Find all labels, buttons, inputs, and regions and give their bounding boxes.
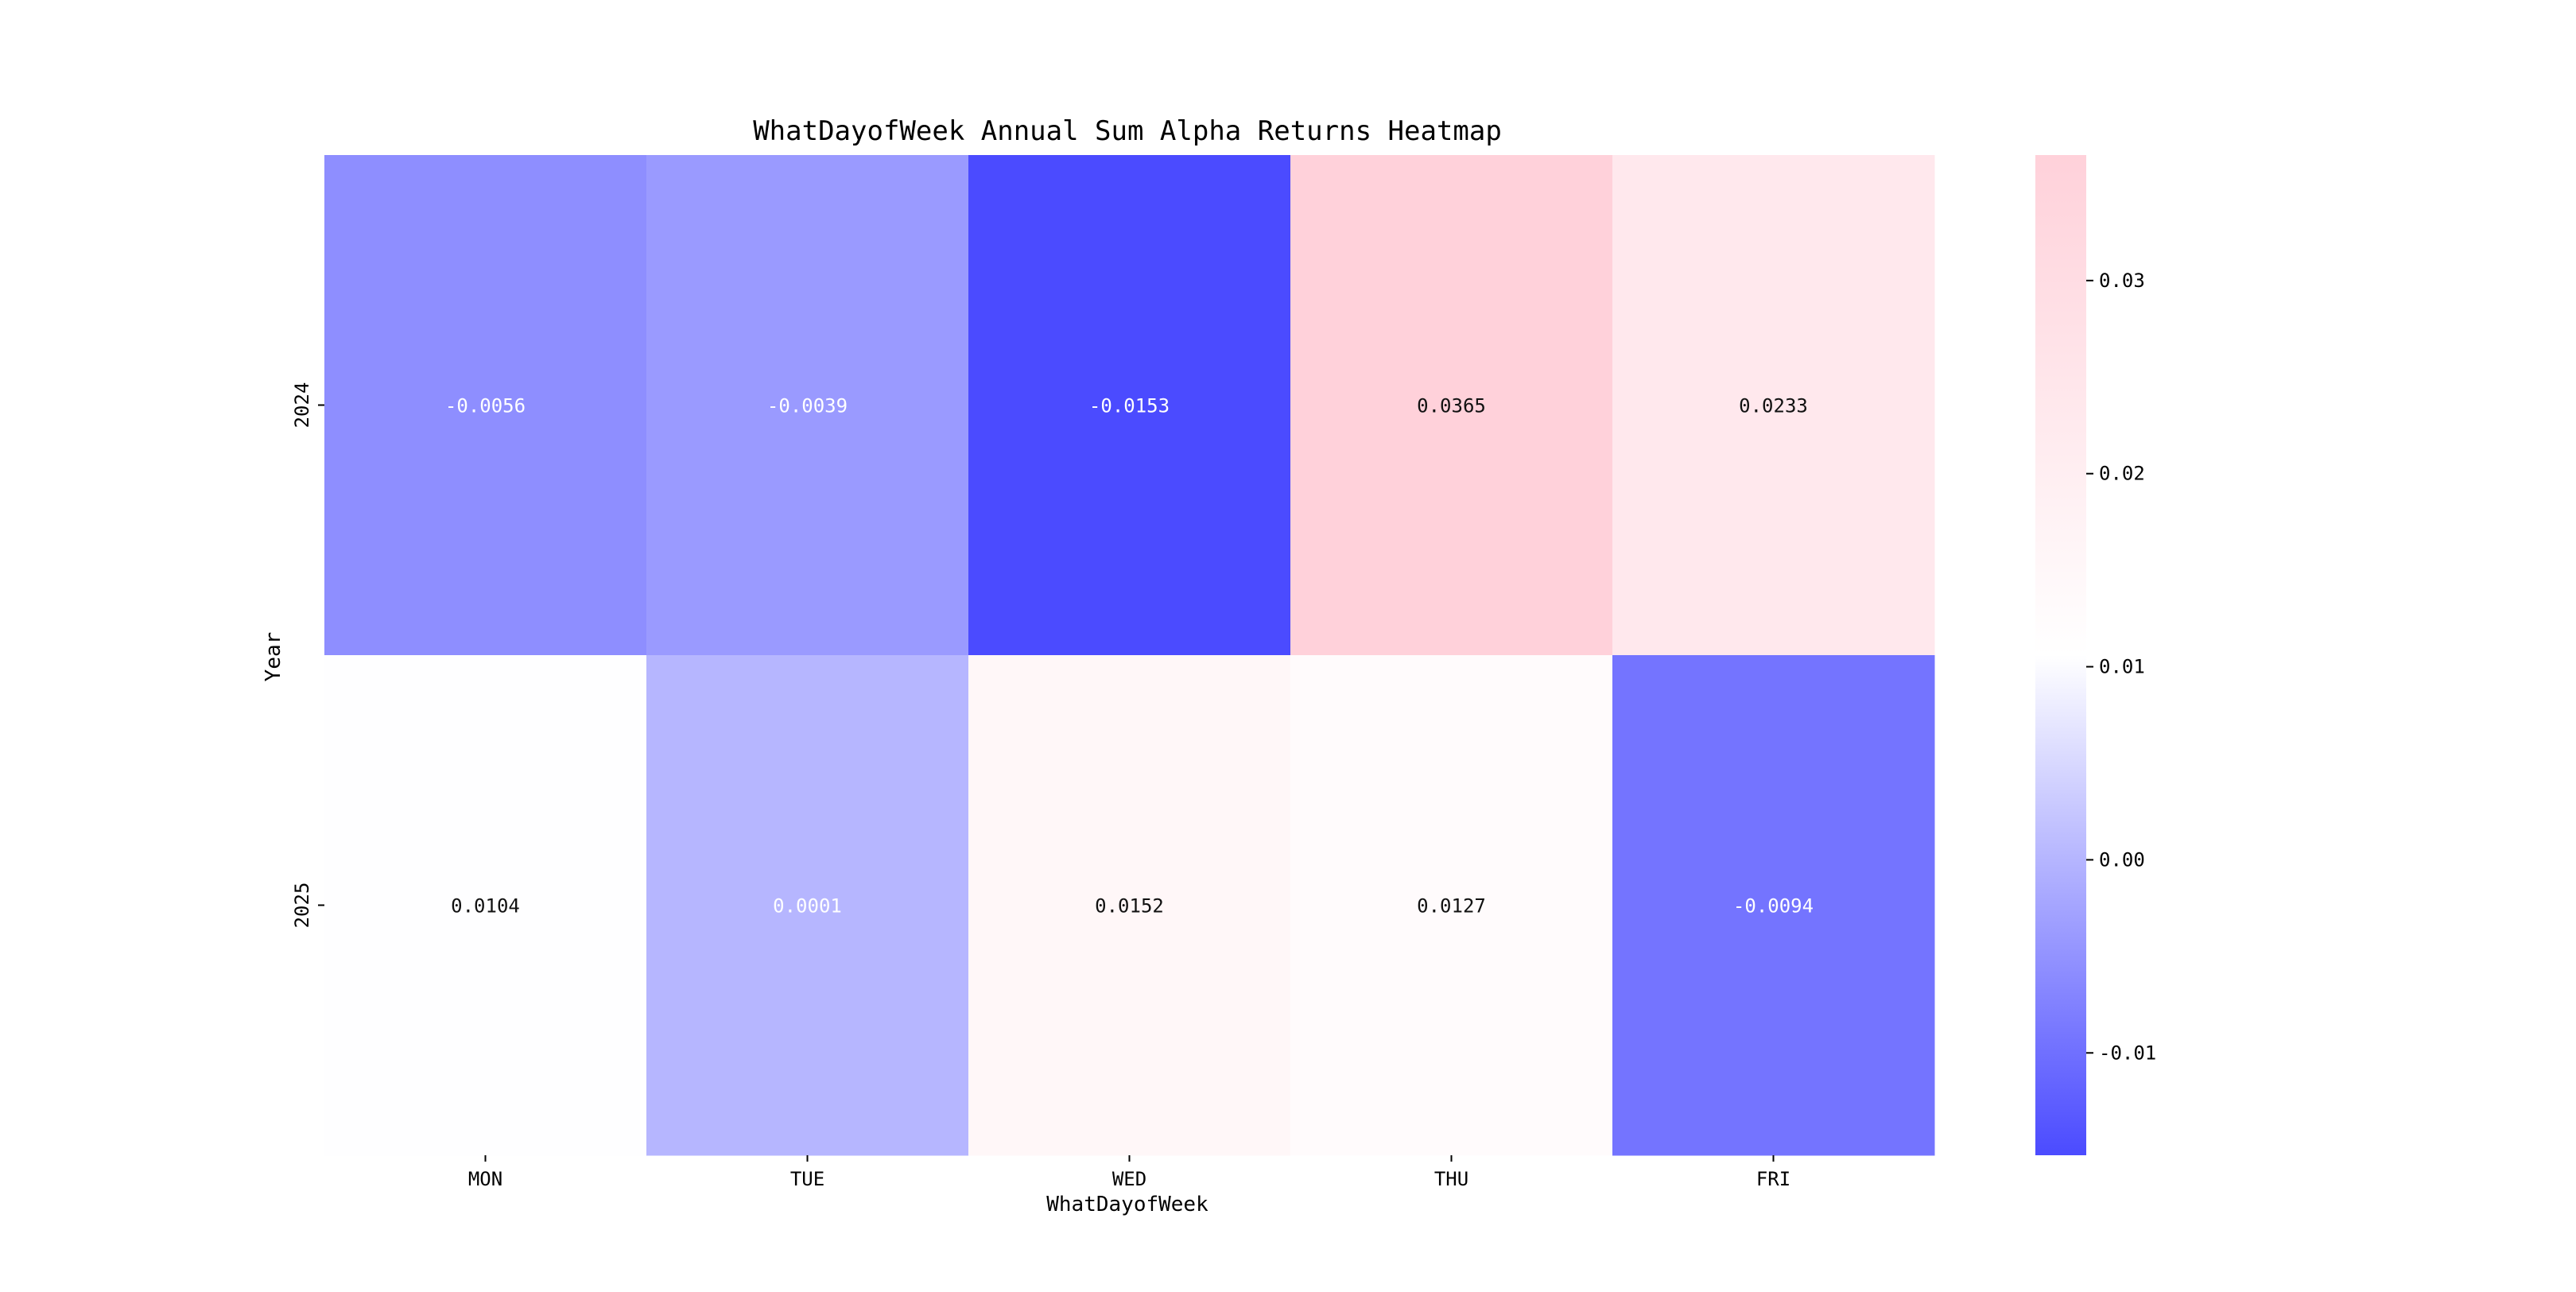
- x-tick-label: THU: [1434, 1168, 1468, 1190]
- colorbar-gradient: [2035, 155, 2086, 1155]
- heatmap-cell-label: -0.0056: [445, 395, 526, 417]
- x-tick-label: MON: [468, 1168, 502, 1190]
- x-axis-label: WhatDayofWeek: [1046, 1193, 1208, 1216]
- colorbar: -0.01 0.00 0.01 0.02 0.03: [2035, 155, 2156, 1155]
- colorbar-ticks: -0.01 0.00 0.01 0.02 0.03: [2086, 270, 2156, 1064]
- heatmap-cell: [968, 155, 1291, 656]
- chart-title: WhatDayofWeek Annual Sum Alpha Returns H…: [753, 115, 1502, 147]
- heatmap-cell-label: -0.0094: [1733, 895, 1814, 918]
- heatmap-cell-labels: -0.0056 -0.0039 -0.0153 0.0365 0.0233 0.0104 0…: [445, 395, 1814, 918]
- x-axis: MON TUE WED THU FRI: [468, 1155, 1790, 1190]
- heatmap-cell: [646, 155, 969, 656]
- heatmap-cell-label: 0.0233: [1739, 395, 1808, 417]
- colorbar-tick-label: -0.01: [2099, 1042, 2156, 1064]
- x-tick-label: TUE: [790, 1168, 824, 1190]
- y-tick-label: 2025: [291, 883, 313, 929]
- y-tick-label: 2024: [291, 382, 313, 429]
- heatmap-cell-label: 0.0365: [1417, 395, 1486, 417]
- colorbar-tick-label: 0.01: [2099, 656, 2145, 678]
- y-axis-label: Year: [262, 632, 285, 682]
- heatmap-cell: [1612, 655, 1935, 1156]
- heatmap-cell: [646, 655, 969, 1156]
- heatmap-cell-label: -0.0153: [1089, 395, 1170, 417]
- colorbar-tick-label: 0.02: [2099, 463, 2145, 485]
- heatmap-cell-label: 0.0127: [1417, 895, 1486, 918]
- heatmap-cell-label: 0.0152: [1095, 895, 1164, 918]
- x-tick-label: FRI: [1756, 1168, 1790, 1190]
- heatmap-cell: [324, 655, 647, 1156]
- y-axis: 2024 2025: [291, 382, 324, 929]
- colorbar-tick-label: 0.03: [2099, 270, 2145, 292]
- heatmap-cell-label: 0.0104: [451, 895, 520, 918]
- heatmap-cell-label: -0.0039: [767, 395, 848, 417]
- heatmap-cell: [324, 155, 647, 656]
- x-tick-label: WED: [1112, 1168, 1146, 1190]
- heatmap-cell: [1612, 155, 1935, 656]
- heatmap-cell-label: 0.0001: [773, 895, 842, 918]
- heatmap-cell: [968, 655, 1291, 1156]
- heatmap-cells: [324, 155, 1935, 1156]
- heatmap-cell: [1290, 155, 1613, 656]
- heatmap-cell: [1290, 655, 1613, 1156]
- colorbar-tick-label: 0.00: [2099, 848, 2145, 871]
